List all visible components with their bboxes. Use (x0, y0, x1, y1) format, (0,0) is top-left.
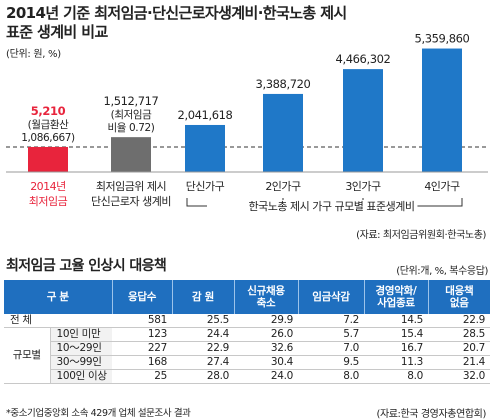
table-cell: 32.0 (428, 369, 491, 384)
data-label: 1,086,667) (21, 132, 75, 144)
table-cell: 9.5 (298, 355, 365, 370)
table-source: (자료:한국 경영자총연합회) (376, 409, 486, 420)
data-label: 5,210 (31, 104, 66, 118)
table-cell: 5.7 (298, 327, 365, 342)
table-cell: 26.0 (234, 327, 299, 342)
row-label: 10인 미만 (50, 327, 113, 342)
table-cell: 227 (112, 341, 173, 356)
row-label: 100인 이상 (50, 369, 113, 384)
data-label: (최저임금 (111, 108, 152, 121)
bracket-left (186, 198, 207, 207)
header-responses: 응답수 (112, 280, 173, 314)
response-table: 구 분 응답수 감 원 신규채용 축소 임금삭감 경영악화/사업종료 대응책 없음 … (4, 280, 491, 384)
row-label: 30～99인 (50, 355, 113, 370)
row-label: 전 체 (4, 314, 113, 328)
table-cell: 25 (112, 369, 173, 384)
table-header-row: 구 분 응답수 감 원 신규채용 축소 임금삭감 경영악화/사업종료 대응책 없음 (4, 280, 491, 314)
row-label: 10～29인 (50, 341, 113, 356)
header-hiring-cut: 신규채용 축소 (234, 280, 299, 314)
table-cell: 29.9 (234, 314, 299, 328)
chart-source: (자료: 최저임금위원회·한국노총) (356, 230, 486, 241)
category-label: 단신가구 (186, 180, 225, 193)
table-cell: 8.0 (298, 369, 365, 384)
bar (422, 48, 462, 172)
category-label: 4인가구 (424, 180, 460, 193)
table-cell: 11.3 (364, 355, 429, 370)
data-label: 1,512,717 (104, 94, 159, 108)
table-cell: 20.7 (428, 341, 491, 356)
table-row: 10～29인 227 22.9 32.6 7.0 16.7 20.7 (4, 341, 491, 356)
table-cell: 24.0 (234, 369, 299, 384)
category-label: 2014년 (30, 180, 66, 193)
table-cell: 25.5 (172, 314, 235, 328)
bracket-label: 한국노총 제시 가구 규모별 표준생계비 (249, 200, 415, 213)
table-cell: 8.0 (364, 369, 429, 384)
bar (185, 124, 225, 172)
table-cell: 7.2 (298, 314, 365, 328)
table-unit: (단위:개, %, 복수응답) (396, 266, 488, 277)
table-cell: 22.9 (172, 341, 235, 356)
table-row: 30～99인 168 27.4 30.4 9.5 11.3 21.4 (4, 355, 491, 370)
group-label: 규모별 (4, 327, 51, 384)
table-cell: 22.9 (428, 314, 491, 328)
title-line-1: 2014년 기준 최저임금·단신근로자생계비·한국노총 제시 (6, 4, 347, 22)
table-cell: 123 (112, 327, 173, 342)
category-label: 2인가구 (265, 180, 301, 193)
table-cell: 27.4 (172, 355, 235, 370)
header-business-closure: 경영악화/사업종료 (364, 280, 429, 314)
data-label: (월급환산 (28, 119, 69, 131)
table-cell: 15.4 (364, 327, 429, 342)
header-wage-cut: 임금삭감 (298, 280, 365, 314)
bracket-right (402, 198, 463, 207)
data-label: 4,466,302 (336, 52, 391, 66)
table-cell: 28.5 (428, 327, 491, 342)
bracket-label-bg (245, 200, 418, 213)
table-cell: 21.4 (428, 355, 491, 370)
table-title: 최저임금 고율 인상시 대응책 (6, 258, 167, 274)
bar (28, 146, 68, 172)
table-cell: 30.4 (234, 355, 299, 370)
table-cell: 168 (112, 355, 173, 370)
data-label: 비율 0.72) (108, 122, 155, 134)
table-cell: 28.0 (172, 369, 235, 384)
data-label: 5,359,860 (415, 32, 470, 46)
bar (343, 69, 383, 172)
data-label: 2,041,618 (178, 108, 233, 122)
table-cell: 7.0 (298, 341, 365, 356)
table-cell: 14.5 (364, 314, 429, 328)
chart-title: 2014년 기준 최저임금·단신근로자생계비·한국노총 제시 표준 생계비 비교 (6, 4, 347, 42)
header-category: 구 분 (4, 280, 113, 314)
header-layoffs: 감 원 (172, 280, 235, 314)
table-cell: 581 (112, 314, 173, 328)
table-row: 전 체 581 25.5 29.9 7.2 14.5 22.9 (4, 314, 491, 328)
header-no-measure: 대응책 없음 (428, 280, 491, 314)
table-cell: 16.7 (364, 341, 429, 356)
category-label: 최저임금 (29, 195, 68, 208)
data-label: 3,388,720 (256, 77, 311, 91)
title-line-2: 표준 생계비 비교 (6, 23, 108, 41)
bar (111, 137, 151, 172)
category-label: 단신근로자 생계비 (91, 195, 171, 208)
category-label: 3인가구 (345, 180, 381, 193)
table-cell: 32.6 (234, 341, 299, 356)
table-row: 100인 이상 25 28.0 24.0 8.0 8.0 32.0 (4, 369, 491, 384)
unit-label: (단위: 원, %) (6, 49, 61, 60)
table-cell: 24.4 (172, 327, 235, 342)
bar (263, 93, 303, 172)
category-label: 최저임금위 제시 (96, 180, 166, 193)
footnote: *중소기업중앙회 소속 429개 업체 설문조사 결과 (6, 408, 191, 419)
table-row: 규모별 10인 미만 123 24.4 26.0 5.7 15.4 28.5 (4, 327, 491, 384)
